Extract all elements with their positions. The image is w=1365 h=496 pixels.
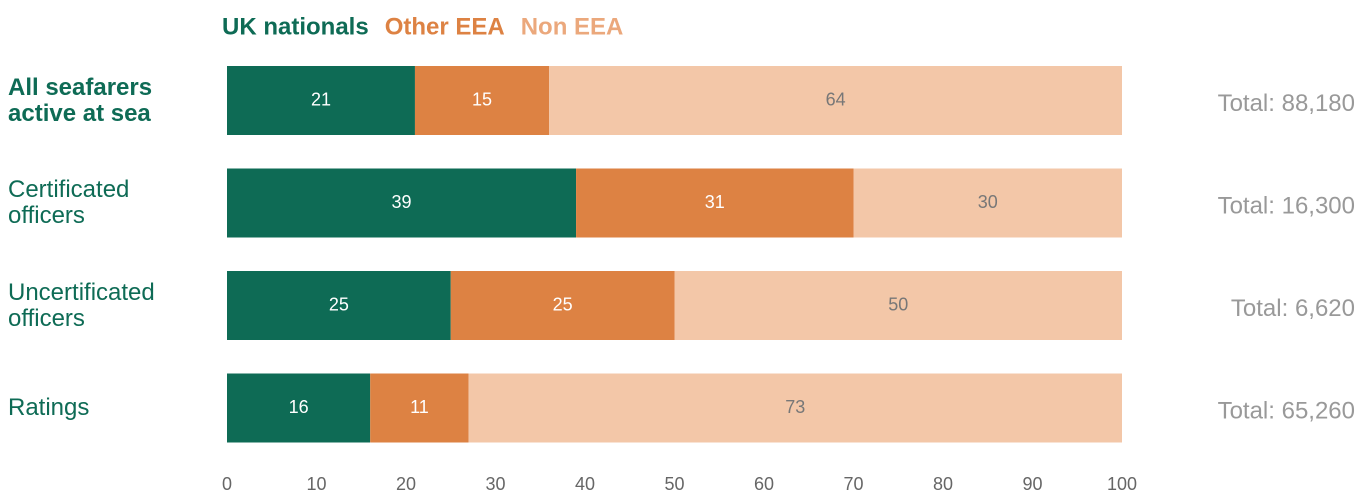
- value-label: 31: [705, 192, 725, 212]
- x-tick-label: 80: [933, 474, 953, 494]
- x-tick-label: 50: [664, 474, 684, 494]
- value-label: 15: [472, 89, 492, 109]
- value-label: 73: [785, 397, 805, 417]
- value-label: 21: [311, 89, 331, 109]
- category-label: All seafarers active at sea: [8, 73, 153, 127]
- value-label: 11: [410, 397, 429, 417]
- bar-segment: [549, 66, 1122, 135]
- bar-segment: [370, 373, 469, 443]
- x-tick-label: 20: [396, 474, 416, 494]
- x-tick-label: 40: [575, 474, 595, 494]
- bar-segment: [674, 271, 1122, 340]
- bar-segment: [227, 168, 577, 238]
- bar-segment: [450, 271, 675, 340]
- x-tick-label: 0: [222, 474, 232, 494]
- legend-label: UK nationals: [222, 13, 369, 40]
- x-tick-label: 70: [843, 474, 863, 494]
- value-label: 64: [826, 89, 846, 109]
- x-tick-label: 30: [485, 474, 505, 494]
- legend-label: Non EEA: [521, 13, 624, 40]
- bar-segment: [227, 373, 371, 443]
- total-label: Total: 6,620: [1231, 295, 1355, 322]
- bar-segment: [468, 373, 1122, 443]
- value-label: 16: [289, 397, 309, 417]
- x-tick-label: 10: [306, 474, 326, 494]
- total-label: Total: 16,300: [1218, 192, 1355, 219]
- value-label: 50: [888, 294, 908, 314]
- x-tick-label: 90: [1022, 474, 1042, 494]
- category-label: Uncertificated officers: [8, 278, 155, 332]
- x-tick-label: 100: [1107, 474, 1137, 494]
- bar-segment: [853, 168, 1122, 238]
- bar-segment: [227, 271, 451, 340]
- total-label: Total: 88,180: [1218, 90, 1355, 117]
- category-label: Certificated officers: [8, 176, 130, 229]
- bar-segment: [414, 66, 550, 135]
- bar-segment: [227, 66, 415, 135]
- x-tick-label: 60: [754, 474, 774, 494]
- value-label: 25: [329, 294, 349, 314]
- bar-segment: [576, 168, 854, 238]
- value-label: 39: [392, 192, 412, 212]
- value-label: 25: [553, 294, 573, 314]
- value-label: 30: [978, 192, 998, 212]
- category-label: Ratings: [8, 394, 90, 421]
- legend-label: Other EEA: [385, 13, 505, 40]
- total-label: Total: 65,260: [1218, 397, 1355, 424]
